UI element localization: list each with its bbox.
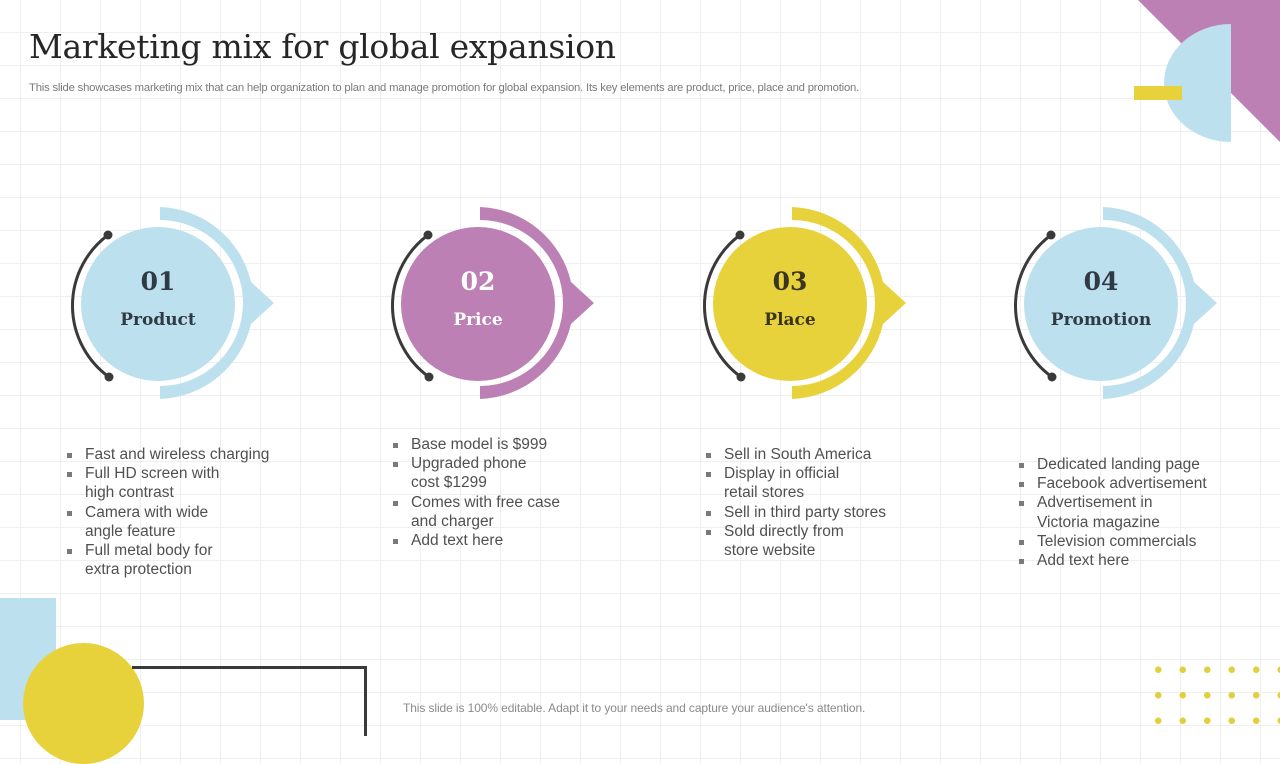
list-item: Add text here xyxy=(1018,551,1207,570)
place-bullet-list: Sell in South America Display in officia… xyxy=(705,445,886,560)
list-item: Camera with wide angle feature xyxy=(66,503,269,541)
card-number: 01 xyxy=(140,267,176,296)
list-item: Television commercials xyxy=(1018,532,1207,551)
list-item: Full metal body for extra protection xyxy=(66,541,269,579)
list-item: Sell in third party stores xyxy=(705,503,886,522)
promotion-bullet-list: Dedicated landing page Facebook advertis… xyxy=(1018,455,1207,570)
list-item: Upgraded phone cost $1299 xyxy=(392,454,560,492)
decorative-blue-half-circle xyxy=(1164,24,1231,142)
list-item: Dedicated landing page xyxy=(1018,455,1207,474)
card-label: Product xyxy=(120,310,196,330)
list-item: Sell in South America xyxy=(705,445,886,464)
list-item: Display in official retail stores xyxy=(705,464,886,502)
card-number: 02 xyxy=(460,267,496,296)
card-number: 03 xyxy=(772,267,808,296)
decorative-yellow-bar xyxy=(1134,86,1182,100)
slide-title: Marketing mix for global expansion xyxy=(29,27,616,66)
decorative-dark-frame xyxy=(132,666,367,736)
product-bullet-list: Fast and wireless charging Full HD scree… xyxy=(66,445,269,579)
mix-card-place: 03 Place xyxy=(692,200,932,410)
list-item: Advertisement in Victoria magazine xyxy=(1018,493,1207,531)
slide-subtitle: This slide showcases marketing mix that … xyxy=(29,82,860,94)
list-item: Fast and wireless charging xyxy=(66,445,269,464)
card-number: 04 xyxy=(1083,267,1119,296)
list-item: Base model is $999 xyxy=(392,435,560,454)
card-ring-graphic xyxy=(1013,207,1217,399)
mix-card-product: 01 Product xyxy=(60,200,300,410)
mix-card-price: 02 Price xyxy=(380,200,620,410)
card-ring-graphic xyxy=(702,207,906,399)
list-item: Comes with free case and charger xyxy=(392,493,560,531)
card-ring-graphic xyxy=(70,207,274,399)
mix-card-promotion: 04 Promotion xyxy=(1003,200,1243,410)
decorative-yellow-circle xyxy=(23,643,144,764)
card-label: Price xyxy=(453,310,503,330)
slide-footer-note: This slide is 100% editable. Adapt it to… xyxy=(403,701,866,715)
card-ring-graphic xyxy=(390,207,594,399)
list-item: Sold directly from store website xyxy=(705,522,886,560)
list-item: Full HD screen with high contrast xyxy=(66,464,269,502)
list-item: Facebook advertisement xyxy=(1018,474,1207,493)
card-label: Promotion xyxy=(1050,310,1152,330)
list-item: Add text here xyxy=(392,531,560,550)
card-label: Place xyxy=(764,310,816,330)
decorative-dot-grid xyxy=(1146,657,1280,727)
price-bullet-list: Base model is $999 Upgraded phone cost $… xyxy=(392,435,560,550)
